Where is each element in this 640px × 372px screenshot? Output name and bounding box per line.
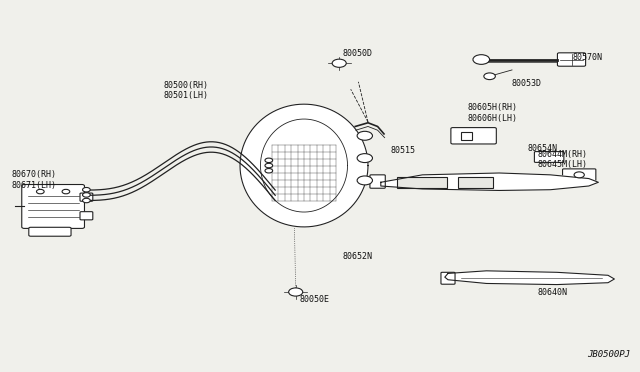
Circle shape — [36, 189, 44, 194]
Polygon shape — [445, 271, 614, 285]
Circle shape — [574, 172, 584, 178]
Circle shape — [357, 131, 372, 140]
Text: 80644M(RH)
80645M(LH): 80644M(RH) 80645M(LH) — [538, 150, 588, 169]
Polygon shape — [240, 104, 368, 227]
FancyBboxPatch shape — [441, 272, 455, 284]
Text: 80652N: 80652N — [342, 252, 372, 261]
Text: 80654N: 80654N — [528, 144, 558, 153]
Bar — [397, 177, 447, 188]
Circle shape — [473, 55, 490, 64]
FancyBboxPatch shape — [80, 193, 93, 201]
Circle shape — [265, 163, 273, 168]
Text: 80640N: 80640N — [538, 288, 568, 296]
Text: 80515: 80515 — [390, 146, 415, 155]
FancyBboxPatch shape — [29, 227, 71, 236]
Text: 80050E: 80050E — [300, 295, 330, 304]
FancyBboxPatch shape — [534, 152, 564, 162]
Circle shape — [265, 158, 273, 163]
Circle shape — [83, 187, 90, 192]
Text: 80570N: 80570N — [573, 53, 603, 62]
FancyBboxPatch shape — [22, 185, 84, 228]
Text: 80670(RH)
80671(LH): 80670(RH) 80671(LH) — [12, 170, 56, 190]
Circle shape — [83, 193, 90, 197]
Circle shape — [83, 198, 90, 203]
FancyBboxPatch shape — [370, 175, 385, 188]
Bar — [461, 132, 472, 140]
FancyBboxPatch shape — [557, 53, 586, 66]
Text: 80500(RH)
80501(LH): 80500(RH) 80501(LH) — [163, 81, 208, 100]
Text: JB0500PJ: JB0500PJ — [588, 350, 630, 359]
FancyBboxPatch shape — [451, 128, 497, 144]
Circle shape — [265, 169, 273, 173]
FancyBboxPatch shape — [80, 212, 93, 220]
Text: 80053D: 80053D — [512, 79, 542, 88]
Text: 80605H(RH)
80606H(LH): 80605H(RH) 80606H(LH) — [467, 103, 517, 123]
Circle shape — [332, 59, 346, 67]
Circle shape — [62, 189, 70, 194]
Polygon shape — [381, 173, 598, 190]
Text: 80050D: 80050D — [342, 49, 372, 58]
Circle shape — [357, 154, 372, 163]
Circle shape — [289, 288, 303, 296]
FancyBboxPatch shape — [563, 169, 596, 181]
Bar — [458, 177, 493, 188]
Circle shape — [357, 176, 372, 185]
Circle shape — [484, 73, 495, 80]
